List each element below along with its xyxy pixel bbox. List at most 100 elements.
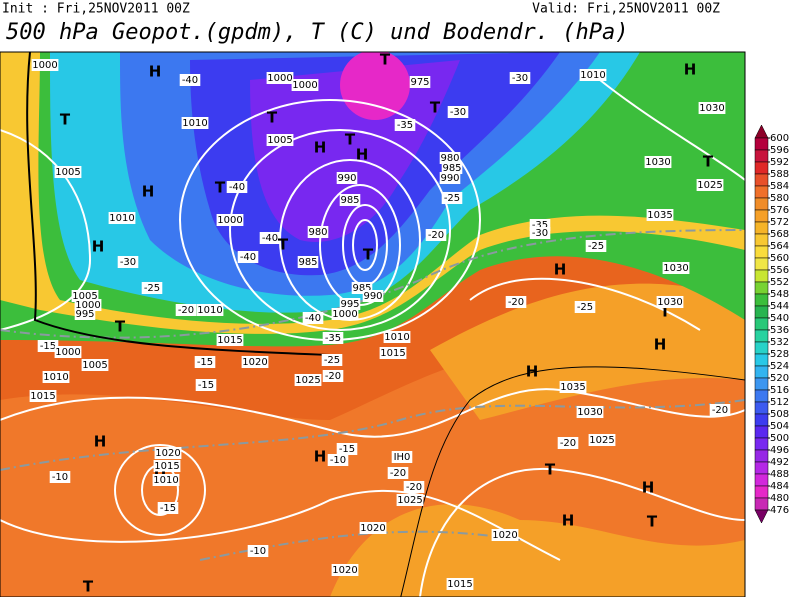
contour-label: -20 xyxy=(406,482,422,493)
colorbar-label: 520 xyxy=(770,373,789,384)
colorbar-box xyxy=(754,245,769,259)
label-box xyxy=(359,522,387,534)
label-box xyxy=(29,390,57,402)
pressure-center: H xyxy=(554,261,567,279)
contour-label: 1010 xyxy=(384,332,409,343)
isobars xyxy=(0,79,745,597)
contour-label: -40 xyxy=(229,182,245,193)
contour-label: 1030 xyxy=(645,157,670,168)
label-box xyxy=(491,529,519,541)
label-box xyxy=(336,443,358,455)
colorbar-box xyxy=(754,293,769,307)
pressure-center: T xyxy=(278,236,289,254)
label-box xyxy=(441,162,463,174)
contour-label: 985 xyxy=(442,163,461,174)
colorbar-label: 540 xyxy=(770,313,789,324)
label-box xyxy=(216,214,244,226)
label-box xyxy=(31,59,59,71)
colorbar-box xyxy=(754,173,769,187)
contour-label: -10 xyxy=(250,546,266,557)
pressure-center: H xyxy=(526,363,539,381)
colorbar-box xyxy=(754,473,769,487)
pressure-center: H xyxy=(149,63,162,81)
coastline xyxy=(26,52,331,356)
label-box xyxy=(579,69,607,81)
label-box xyxy=(387,467,409,479)
label-box xyxy=(266,72,294,84)
contour-label: 995 xyxy=(340,299,359,310)
colorbar-box xyxy=(754,329,769,343)
contour-label: 985 xyxy=(298,257,317,268)
colorbar-label: 556 xyxy=(770,265,789,276)
contour-label: 1020 xyxy=(155,448,180,459)
colorbar-box xyxy=(754,413,769,427)
colorbar-label: 496 xyxy=(770,445,789,456)
label-box xyxy=(297,256,319,268)
label-box xyxy=(576,406,604,418)
pressure-center: T xyxy=(545,461,556,479)
contour-label: 1020 xyxy=(360,523,385,534)
contour-label: 990 xyxy=(440,173,459,184)
colorbar-label: 516 xyxy=(770,385,789,396)
label-box xyxy=(54,346,82,358)
contour-label: 995 xyxy=(75,309,94,320)
colorbar-box xyxy=(754,185,769,199)
colorbar-end xyxy=(754,124,769,139)
colorbar-label: 500 xyxy=(770,433,789,444)
colorbar-label: 476 xyxy=(770,505,789,516)
label-box xyxy=(117,256,139,268)
contour-label: -20 xyxy=(560,438,576,449)
label-box xyxy=(291,79,319,91)
contour-label: -35 xyxy=(397,120,413,131)
label-box xyxy=(446,578,474,590)
contour-label: -25 xyxy=(324,355,340,366)
contour-label: 1015 xyxy=(217,335,242,346)
contour-label: -25 xyxy=(144,283,160,294)
label-box xyxy=(49,471,71,483)
label-box xyxy=(141,282,163,294)
contour-label: -40 xyxy=(262,233,278,244)
pressure-center: H xyxy=(314,448,327,466)
pressure-center: T xyxy=(60,111,71,129)
label-box xyxy=(154,447,182,459)
contour-label: -40 xyxy=(305,313,321,324)
contour-label: 1010 xyxy=(153,475,178,486)
colorbar-label: 524 xyxy=(770,361,789,372)
colorbar-label: 544 xyxy=(770,301,789,312)
label-box xyxy=(327,454,349,466)
contour-label: 1015 xyxy=(30,391,55,402)
contour-label: -25 xyxy=(588,241,604,252)
label-box xyxy=(447,106,469,118)
label-box xyxy=(157,502,179,514)
colorbar-label: 512 xyxy=(770,397,789,408)
colorbar-label: 588 xyxy=(770,169,789,180)
colorbar-box xyxy=(754,497,769,511)
pressure-center: H xyxy=(684,61,697,79)
label-box xyxy=(403,481,425,493)
label-box xyxy=(336,172,358,184)
label-box xyxy=(247,545,269,557)
label-box xyxy=(709,404,731,416)
colorbar-label: 536 xyxy=(770,325,789,336)
contour-label: -30 xyxy=(512,73,528,84)
contour-label: 985 xyxy=(340,195,359,206)
label-box xyxy=(331,564,359,576)
colorbar-label: 576 xyxy=(770,205,789,216)
pressure-center: T xyxy=(703,153,714,171)
colorbar-box xyxy=(754,233,769,247)
label-box xyxy=(307,226,329,238)
label-box xyxy=(646,209,674,221)
colorbar-label: 580 xyxy=(770,193,789,204)
label-box xyxy=(409,76,431,88)
contour-label: 1030 xyxy=(577,407,602,418)
colorbar-box xyxy=(754,137,769,151)
region xyxy=(340,52,410,120)
label-box xyxy=(362,290,384,302)
label-box xyxy=(391,451,413,463)
contour-label: -30 xyxy=(532,228,548,239)
label-box xyxy=(153,460,181,472)
label-box xyxy=(266,134,294,146)
contour-label: 1025 xyxy=(589,435,614,446)
